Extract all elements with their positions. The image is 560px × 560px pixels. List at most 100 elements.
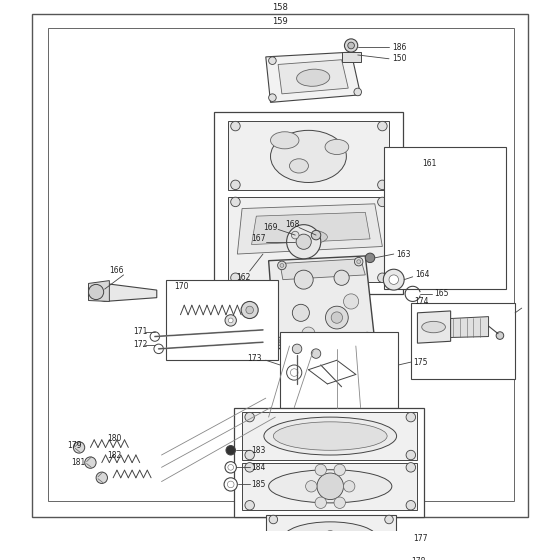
Circle shape (377, 197, 387, 207)
Circle shape (406, 450, 416, 460)
Text: 163: 163 (396, 250, 411, 259)
Circle shape (245, 463, 254, 472)
Circle shape (85, 457, 96, 468)
Circle shape (334, 270, 349, 286)
Ellipse shape (283, 522, 377, 555)
Ellipse shape (290, 159, 309, 173)
Bar (280, 332, 399, 408)
Text: 185: 185 (251, 480, 266, 489)
Circle shape (291, 231, 299, 239)
Ellipse shape (422, 321, 445, 333)
Circle shape (357, 260, 361, 264)
Circle shape (231, 197, 240, 207)
Polygon shape (278, 60, 348, 94)
Circle shape (292, 304, 309, 321)
Ellipse shape (264, 417, 396, 455)
Circle shape (496, 332, 503, 339)
Circle shape (278, 261, 286, 270)
Text: 183: 183 (251, 446, 266, 455)
Circle shape (274, 337, 282, 346)
Circle shape (334, 497, 346, 508)
Circle shape (377, 180, 387, 190)
Circle shape (294, 270, 313, 289)
Polygon shape (242, 463, 417, 510)
Circle shape (311, 230, 321, 240)
Circle shape (231, 273, 240, 282)
Circle shape (343, 53, 350, 60)
Circle shape (377, 122, 387, 131)
Ellipse shape (270, 132, 299, 149)
Polygon shape (251, 212, 370, 245)
Text: 174: 174 (414, 297, 429, 306)
Circle shape (228, 464, 234, 470)
Bar (235, 408, 424, 517)
Text: 181: 181 (72, 458, 86, 467)
Circle shape (306, 480, 317, 492)
Circle shape (389, 275, 399, 284)
Circle shape (292, 344, 302, 353)
Circle shape (348, 42, 354, 49)
Text: 180: 180 (108, 435, 122, 444)
Text: 186: 186 (392, 43, 406, 52)
Text: 184: 184 (251, 463, 266, 472)
Text: 158: 158 (272, 3, 288, 12)
Circle shape (224, 478, 237, 491)
Text: 167: 167 (251, 235, 266, 244)
Circle shape (245, 412, 254, 422)
Circle shape (377, 273, 387, 282)
Text: 166: 166 (109, 265, 124, 274)
Polygon shape (88, 283, 157, 301)
Circle shape (280, 264, 284, 267)
Circle shape (154, 344, 164, 353)
Bar (411, 304, 515, 379)
Text: 178: 178 (411, 557, 425, 560)
Polygon shape (280, 259, 365, 279)
Circle shape (343, 294, 359, 309)
Circle shape (317, 473, 343, 500)
Ellipse shape (325, 139, 349, 155)
Text: 169: 169 (263, 223, 277, 232)
Text: 172: 172 (133, 339, 147, 349)
Text: 161: 161 (422, 158, 437, 167)
Circle shape (150, 332, 160, 341)
Circle shape (287, 365, 302, 380)
Circle shape (315, 497, 326, 508)
Polygon shape (417, 311, 451, 343)
Circle shape (269, 515, 278, 524)
Circle shape (296, 234, 311, 249)
Polygon shape (228, 197, 389, 282)
Circle shape (231, 122, 240, 131)
Circle shape (231, 180, 240, 190)
Text: 179: 179 (68, 441, 82, 450)
Ellipse shape (269, 470, 392, 503)
Circle shape (363, 332, 371, 341)
Text: 170: 170 (174, 282, 188, 291)
Circle shape (385, 556, 393, 560)
Text: 162: 162 (236, 273, 251, 282)
Polygon shape (269, 256, 375, 349)
Polygon shape (451, 316, 488, 338)
Text: 159: 159 (272, 17, 288, 26)
Ellipse shape (273, 422, 387, 450)
Circle shape (245, 450, 254, 460)
Circle shape (73, 442, 85, 453)
Text: 164: 164 (416, 270, 430, 279)
Circle shape (385, 553, 393, 560)
Polygon shape (266, 515, 396, 560)
Ellipse shape (297, 69, 330, 86)
Polygon shape (242, 412, 417, 460)
Circle shape (228, 318, 233, 323)
Polygon shape (88, 281, 109, 301)
Circle shape (269, 553, 278, 560)
Circle shape (246, 306, 254, 314)
Circle shape (226, 446, 235, 455)
Circle shape (365, 335, 369, 338)
Circle shape (269, 94, 276, 101)
Circle shape (343, 480, 355, 492)
Text: 171: 171 (133, 327, 147, 337)
Circle shape (354, 258, 363, 266)
Bar (48, 29, 514, 501)
Text: 173: 173 (247, 354, 262, 363)
Polygon shape (237, 204, 382, 254)
Circle shape (291, 368, 298, 376)
